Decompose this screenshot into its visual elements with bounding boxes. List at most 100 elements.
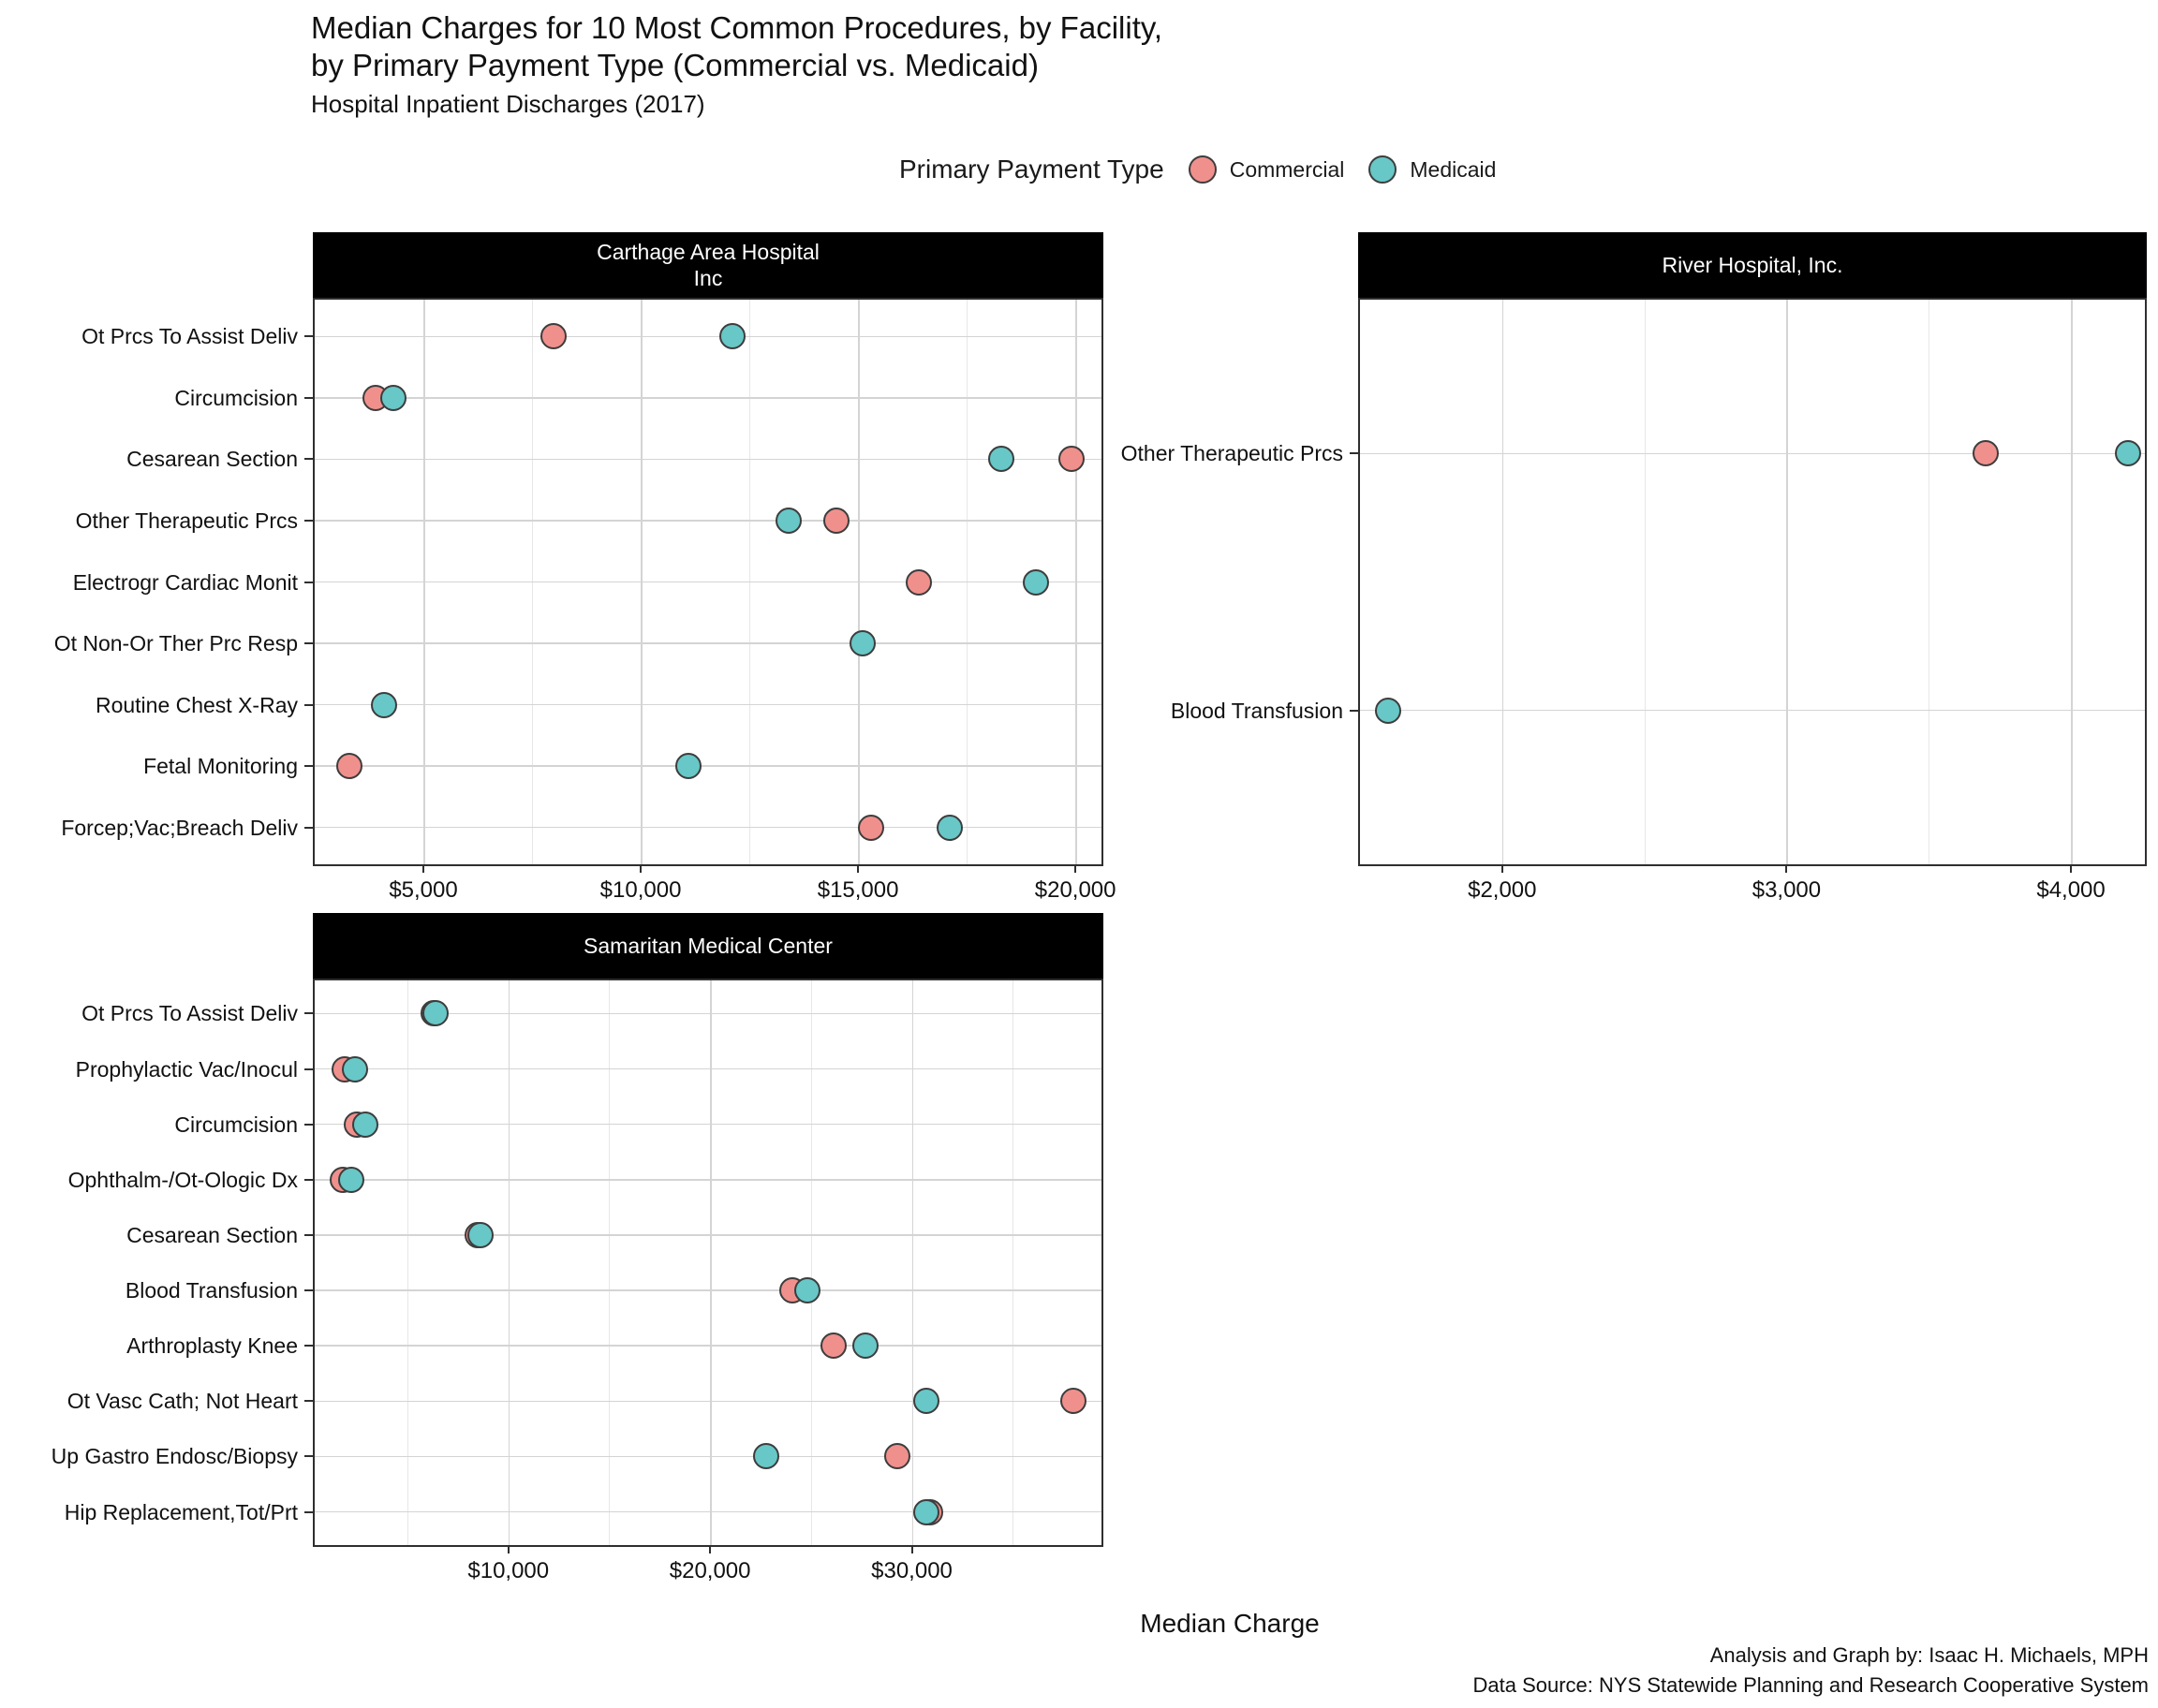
- x-tick-mark: [857, 864, 860, 873]
- x-tick-label: $5,000: [389, 877, 458, 903]
- y-axis-label: Ot Vasc Cath; Not Heart: [67, 1389, 298, 1414]
- y-tick-mark: [304, 642, 313, 645]
- x-tick-mark: [422, 864, 425, 873]
- y-axis-label: Ot Prcs To Assist Deliv: [81, 324, 298, 349]
- y-axis-label: Fetal Monitoring: [143, 754, 298, 779]
- data-point-medicaid: [936, 814, 963, 841]
- panel-carthage: [313, 298, 1103, 866]
- y-tick-mark: [304, 1510, 313, 1513]
- legend-label-commercial: Commercial: [1229, 156, 1345, 182]
- x-tick-mark: [640, 864, 643, 873]
- gridline-major: [710, 980, 712, 1545]
- facet-header-carthage: Carthage Area Hospital Inc: [313, 232, 1103, 298]
- data-point-medicaid: [775, 507, 802, 534]
- y-axis-label: Up Gastro Endosc/Biopsy: [51, 1444, 298, 1469]
- y-axis-label: Routine Chest X-Ray: [95, 692, 298, 717]
- chart-title-line2: by Primary Payment Type (Commercial vs. …: [311, 48, 1039, 82]
- data-point-medicaid: [849, 630, 876, 657]
- facet-header-samaritan: Samaritan Medical Center: [313, 913, 1103, 979]
- y-tick-mark: [304, 1068, 313, 1070]
- data-point-medicaid: [466, 1221, 494, 1248]
- legend-swatch-medicaid-icon: [1368, 155, 1397, 184]
- gridline-major: [315, 1068, 1101, 1070]
- data-point-medicaid: [988, 446, 1015, 473]
- data-point-commercial: [822, 507, 850, 534]
- chart-title: Median Charges for 10 Most Common Proced…: [311, 9, 1162, 84]
- data-point-medicaid: [675, 753, 702, 780]
- data-point-medicaid: [1023, 568, 1050, 596]
- gridline-major: [315, 1345, 1101, 1347]
- gridline-major: [315, 1455, 1101, 1458]
- data-point-commercial: [1972, 440, 1999, 467]
- data-point-commercial: [1057, 446, 1085, 473]
- legend-label-medicaid: Medicaid: [1410, 156, 1497, 182]
- chart-subtitle: Hospital Inpatient Discharges (2017): [311, 90, 705, 118]
- panel-river: [1358, 298, 2147, 866]
- y-tick-mark: [304, 826, 313, 829]
- data-point-medicaid: [852, 1333, 879, 1360]
- caption: Analysis and Graph by: Isaac H. Michaels…: [1473, 1641, 2150, 1701]
- y-axis-label: Ophthalm-/Ot-Ologic Dx: [67, 1167, 298, 1192]
- y-axis-label: Other Therapeutic Prcs: [75, 508, 298, 533]
- gridline-major: [315, 826, 1101, 829]
- y-axis-label: Forcep;Vac;Breach Deliv: [61, 815, 298, 840]
- x-tick-mark: [709, 1545, 712, 1553]
- gridline-major: [315, 581, 1101, 583]
- gridline-major: [1786, 300, 1788, 864]
- x-tick-mark: [507, 1545, 510, 1553]
- gridline-major: [1360, 709, 2145, 712]
- y-axis-label: Other Therapeutic Prcs: [1120, 441, 1343, 466]
- data-point-commercial: [820, 1333, 847, 1360]
- gridline-major: [315, 520, 1101, 522]
- y-tick-mark: [304, 458, 313, 461]
- gridline-minor: [810, 980, 812, 1545]
- x-axis-title: Median Charge: [1140, 1609, 1320, 1638]
- gridline-major: [315, 1289, 1101, 1291]
- data-point-medicaid: [912, 1498, 939, 1525]
- y-axis-label: Cesarean Section: [126, 447, 298, 472]
- panel-samaritan: [313, 979, 1103, 1547]
- data-point-commercial: [540, 323, 568, 350]
- gridline-minor: [407, 980, 409, 1545]
- y-axis-label: Blood Transfusion: [125, 1278, 298, 1303]
- legend: Primary Payment Type Commercial Medicaid: [899, 148, 1574, 191]
- caption-line2: Data Source: NYS Statewide Planning and …: [1472, 1673, 2150, 1697]
- gridline-major: [508, 980, 510, 1545]
- x-tick-label: $2,000: [1468, 877, 1537, 903]
- x-tick-mark: [1785, 864, 1788, 873]
- data-point-medicaid: [1375, 697, 1402, 724]
- x-tick-mark: [910, 1545, 913, 1553]
- x-tick-label: $20,000: [1034, 877, 1116, 903]
- y-axis-label: Hip Replacement,Tot/Prt: [64, 1499, 298, 1524]
- y-tick-mark: [304, 335, 313, 338]
- gridline-major: [315, 1234, 1101, 1236]
- y-tick-mark: [304, 1345, 313, 1347]
- y-axis-label: Electrogr Cardiac Monit: [72, 569, 298, 595]
- data-point-medicaid: [2114, 440, 2141, 467]
- gridline-major: [315, 1179, 1101, 1181]
- gridline-major: [315, 703, 1101, 706]
- y-tick-mark: [304, 581, 313, 583]
- gridline-major: [2071, 300, 2073, 864]
- y-tick-mark: [1350, 452, 1358, 455]
- y-tick-mark: [304, 1455, 313, 1458]
- y-axis-label: Circumcision: [174, 1112, 298, 1137]
- y-tick-mark: [304, 765, 313, 768]
- data-point-medicaid: [379, 384, 406, 411]
- x-tick-label: $10,000: [467, 1558, 550, 1583]
- gridline-major: [315, 1012, 1101, 1015]
- gridline-major: [315, 458, 1101, 461]
- gridline-minor: [1644, 300, 1646, 864]
- gridline-major: [315, 765, 1101, 767]
- legend-title: Primary Payment Type: [899, 155, 1164, 184]
- y-tick-mark: [304, 519, 313, 522]
- y-axis-label: Arthroplasty Knee: [126, 1333, 298, 1359]
- legend-item-commercial: Commercial: [1188, 155, 1345, 184]
- data-point-medicaid: [351, 1111, 378, 1138]
- legend-swatch-commercial-icon: [1188, 155, 1217, 184]
- y-tick-mark: [1350, 709, 1358, 712]
- gridline-major: [315, 397, 1101, 399]
- data-point-commercial: [1059, 1388, 1086, 1415]
- data-point-medicaid: [342, 1055, 369, 1082]
